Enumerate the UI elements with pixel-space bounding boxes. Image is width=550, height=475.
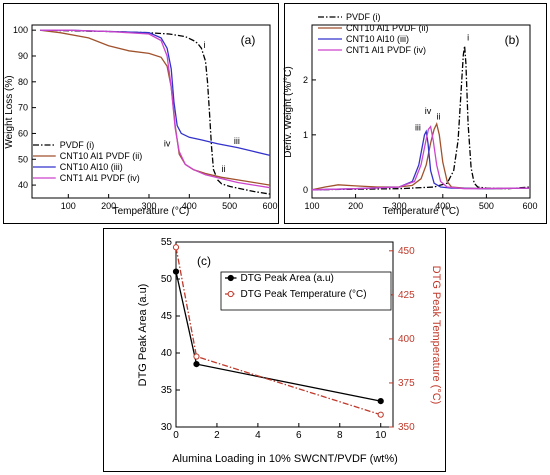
y-axis-label: Deriv. Weight (%/°C) [283, 66, 294, 157]
y-tick-label: 50 [161, 274, 173, 285]
x-axis-label: Temperature (°C) [383, 206, 460, 217]
series-point-0 [193, 361, 200, 368]
y2-axis-label: DTG Peak Temperature (°C) [430, 266, 442, 405]
series-group [172, 244, 384, 418]
legend-label-0: PVDF (i) [346, 12, 381, 22]
series-point-1 [193, 353, 200, 360]
plot-area-border [31, 24, 271, 199]
y-tick-label: 50 [18, 154, 28, 164]
y2-tick-label: 350 [398, 422, 415, 433]
curve-label: i [204, 40, 206, 50]
x-tick-label: 8 [337, 430, 343, 441]
y-tick-label: 90 [18, 51, 28, 61]
series-point-0 [377, 398, 384, 405]
legend-label-0: DTG Peak Area (a.u) [241, 273, 334, 284]
series-point-1 [377, 411, 384, 418]
y-tick-label: 35 [161, 385, 173, 396]
panel-label: (a) [241, 33, 256, 47]
x-tick-label: 400 [435, 201, 450, 211]
panel-label: (c) [197, 254, 211, 268]
y-tick-label: 2 [303, 75, 308, 85]
legend-marker-0 [227, 274, 234, 282]
x-tick-label: 500 [222, 201, 237, 211]
x-axis-label: Alumina Loading in 10% SWCNT/PVDF (wt%) [172, 453, 398, 465]
chart-panel-2: 0 2 4 6 8 10 30 35 40 45 50 55 350 375 400 425 450 Alumin… [137, 237, 442, 465]
legend-label-2: CNT10 Al10 (iii) [346, 34, 409, 44]
chart-panel-0: 100 200 300 400 500 600 40 50 60 70 80 90 100 Tempera… [4, 24, 278, 217]
legend-label-1: CNT10 Al1 PVDF (ii) [346, 23, 429, 33]
curve-label: iii [234, 136, 240, 146]
y2-tick-label: 425 [398, 290, 415, 301]
legend-label-1: DTG Peak Temperature (°C) [241, 289, 367, 300]
x-tick-label: 500 [479, 201, 494, 211]
y-tick-label: 40 [18, 180, 28, 190]
x-tick-label: 300 [141, 201, 156, 211]
y-axis-label: Weight Loss (%) [4, 75, 15, 148]
x-tick-label: 6 [296, 430, 302, 441]
legend-label-1: CNT10 Al1 PVDF (ii) [60, 151, 143, 161]
series-group [311, 45, 531, 191]
legend: DTG Peak Area (a.u) DTG Peak Temperature … [220, 271, 392, 311]
series-line-3 [40, 29, 271, 189]
y-tick-label: 0 [303, 185, 308, 195]
x-tick-label: 100 [304, 201, 319, 211]
legend-frame [220, 271, 392, 311]
curve-label: ii [436, 111, 440, 121]
y-tick-label: 100 [13, 25, 28, 35]
x-tick-label: 600 [522, 201, 537, 211]
x-tick-label: 200 [101, 201, 116, 211]
plot-area-border [311, 24, 531, 199]
x-tick-label: 4 [255, 430, 261, 441]
series-point-1 [172, 244, 180, 251]
x-tick-label: 10 [375, 430, 387, 441]
x-tick-label: 2 [214, 430, 220, 441]
series-line-1 [175, 247, 381, 416]
legend-label-0: PVDF (i) [60, 140, 95, 150]
y-tick-label: 30 [161, 422, 173, 433]
series-line-2 [311, 129, 531, 191]
legend-label-2: CNT10 Al10 (iii) [60, 162, 123, 172]
y-tick-label: 60 [18, 128, 28, 138]
series-group [40, 29, 271, 195]
panel-c-frame [103, 228, 446, 472]
y-tick-label: 55 [161, 237, 173, 248]
legend-label-3: CNT1 Al1 PVDF (iv) [60, 173, 140, 183]
curve-label: ii [222, 164, 226, 174]
y-tick-label: 1 [303, 130, 308, 140]
curve-label: iv [425, 106, 432, 116]
x-tick-label: 200 [348, 201, 363, 211]
x-tick-label: 0 [173, 430, 179, 441]
x-axis-label: Temperature (°C) [113, 206, 190, 217]
x-tick-label: 400 [182, 201, 197, 211]
y-tick-label: 45 [161, 311, 173, 322]
legend: PVDF (i)CNT10 Al1 PVDF (ii)CNT10 Al10 (i… [33, 140, 142, 183]
curve-label: iv [164, 138, 171, 148]
y2-tick-label: 450 [398, 246, 415, 257]
y2-tick-label: 400 [398, 334, 415, 345]
series-point-0 [172, 268, 180, 275]
curve-label: iii [415, 122, 421, 132]
curve-label: i [467, 32, 469, 42]
x-tick-label: 300 [392, 201, 407, 211]
series-line-0 [40, 29, 271, 195]
panel-a-frame [3, 3, 279, 224]
y-tick-label: 80 [18, 77, 28, 87]
series-line-3 [311, 125, 531, 191]
y-tick-label: 70 [18, 103, 28, 113]
plot-area-border [175, 241, 394, 428]
y2-tick-label: 375 [398, 378, 415, 389]
series-line-0 [311, 45, 531, 191]
panel-label: (b) [505, 33, 520, 47]
y-tick-label: 40 [161, 348, 173, 359]
panel-b-frame [284, 3, 547, 224]
y-axis-label: DTG Peak Area (a.u) [137, 284, 149, 387]
legend-label-3: CNT1 Al1 PVDF (iv) [346, 45, 426, 55]
x-tick-label: 600 [262, 201, 277, 211]
x-tick-label: 100 [61, 201, 76, 211]
legend: PVDF (i)CNT10 Al1 PVDF (ii)CNT10 Al10 (i… [318, 12, 429, 55]
chart-panel-1: 100 200 300 400 500 600 0 1 2 Temperature (°C) Der… [283, 12, 538, 217]
legend-marker-1 [227, 290, 234, 298]
